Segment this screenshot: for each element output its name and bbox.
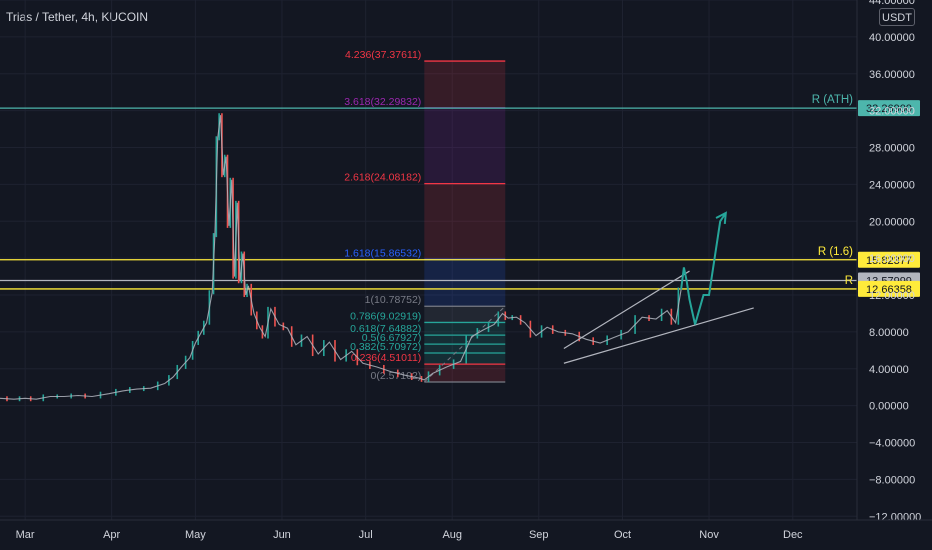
level-price-value: 15.82377	[866, 255, 912, 267]
fib-level-label: 2.618(24.08182)	[344, 172, 421, 184]
y-tick-label: 12.00000	[869, 290, 915, 302]
x-tick-label: Jun	[273, 529, 291, 541]
level-price-tag	[858, 280, 920, 297]
fib-level-label: 0(2.57102)	[371, 370, 422, 382]
fib-zone	[424, 306, 506, 323]
fib-zone	[424, 344, 506, 354]
projection-arrowhead	[715, 211, 727, 225]
y-tick-label: 0.00000	[869, 401, 909, 413]
x-tick-label: Jul	[359, 529, 373, 541]
y-tick-label: 8.00000	[869, 327, 909, 339]
y-tick-label: −12.00000	[869, 511, 921, 523]
fib-level-label: 0.618(7.64882)	[350, 323, 421, 335]
fib-zone	[424, 322, 506, 336]
y-tick-label: 36.00000	[869, 69, 915, 81]
price-series-line	[0, 115, 682, 400]
projection-path	[680, 212, 727, 325]
wedge-trendline	[563, 307, 754, 364]
fib-trend-line	[423, 305, 506, 383]
level-price-value: 32.26900	[866, 103, 912, 115]
fib-zone	[424, 259, 506, 307]
y-tick-label: −8.00000	[869, 474, 915, 486]
x-tick-label: May	[185, 529, 206, 541]
y-tick-label: 16.00000	[869, 253, 915, 265]
x-tick-label: Aug	[442, 529, 462, 541]
fib-zone	[424, 61, 506, 108]
level-label: R	[845, 275, 853, 287]
level-label: R (ATH)	[812, 94, 853, 106]
level-price-tag	[858, 100, 920, 117]
fib-zone	[424, 364, 506, 382]
fib-level-label: 1.618(15.86532)	[344, 247, 421, 259]
level-price-value: 12.66358	[866, 284, 912, 296]
fib-zone	[424, 353, 506, 365]
fib-level-label: 0.236(4.51011)	[351, 352, 421, 364]
y-tick-label: 28.00000	[869, 143, 915, 155]
fib-level-label: 0.786(9.02919)	[350, 310, 421, 322]
x-tick-label: Sep	[529, 529, 549, 541]
x-tick-label: Dec	[783, 529, 803, 541]
fib-level-label: 3.618(32.29832)	[344, 96, 421, 108]
y-tick-label: 44.00000	[869, 0, 915, 7]
wedge-trendline	[563, 270, 690, 350]
chart-title: Trias / Tether, 4h, KUCOIN	[6, 10, 149, 24]
y-tick-label: −4.00000	[869, 438, 915, 450]
fib-level-label: 0.382(5.70972)	[350, 341, 421, 353]
y-tick-label: 20.00000	[869, 216, 915, 228]
currency-selector[interactable]: USDT	[879, 8, 915, 26]
x-tick-label: Nov	[699, 529, 719, 541]
fib-zone	[424, 335, 506, 345]
fib-zone	[424, 183, 506, 260]
y-tick-label: 24.00000	[869, 179, 915, 191]
y-tick-label: 4.00000	[869, 364, 909, 376]
level-price-tag	[858, 251, 920, 268]
y-tick-label: 32.00000	[869, 106, 915, 118]
fib-level-label: 1(10.78752)	[365, 294, 422, 306]
fib-level-label: 4.236(37.37611)	[345, 49, 421, 61]
fib-level-label: 0.5(6.67927)	[362, 332, 422, 344]
x-tick-label: Apr	[103, 529, 120, 541]
y-tick-label: 40.00000	[869, 32, 915, 44]
fib-zone	[424, 107, 506, 184]
x-tick-label: Oct	[614, 529, 631, 541]
level-label: R (1.6)	[818, 246, 853, 258]
x-tick-label: Mar	[16, 529, 35, 541]
